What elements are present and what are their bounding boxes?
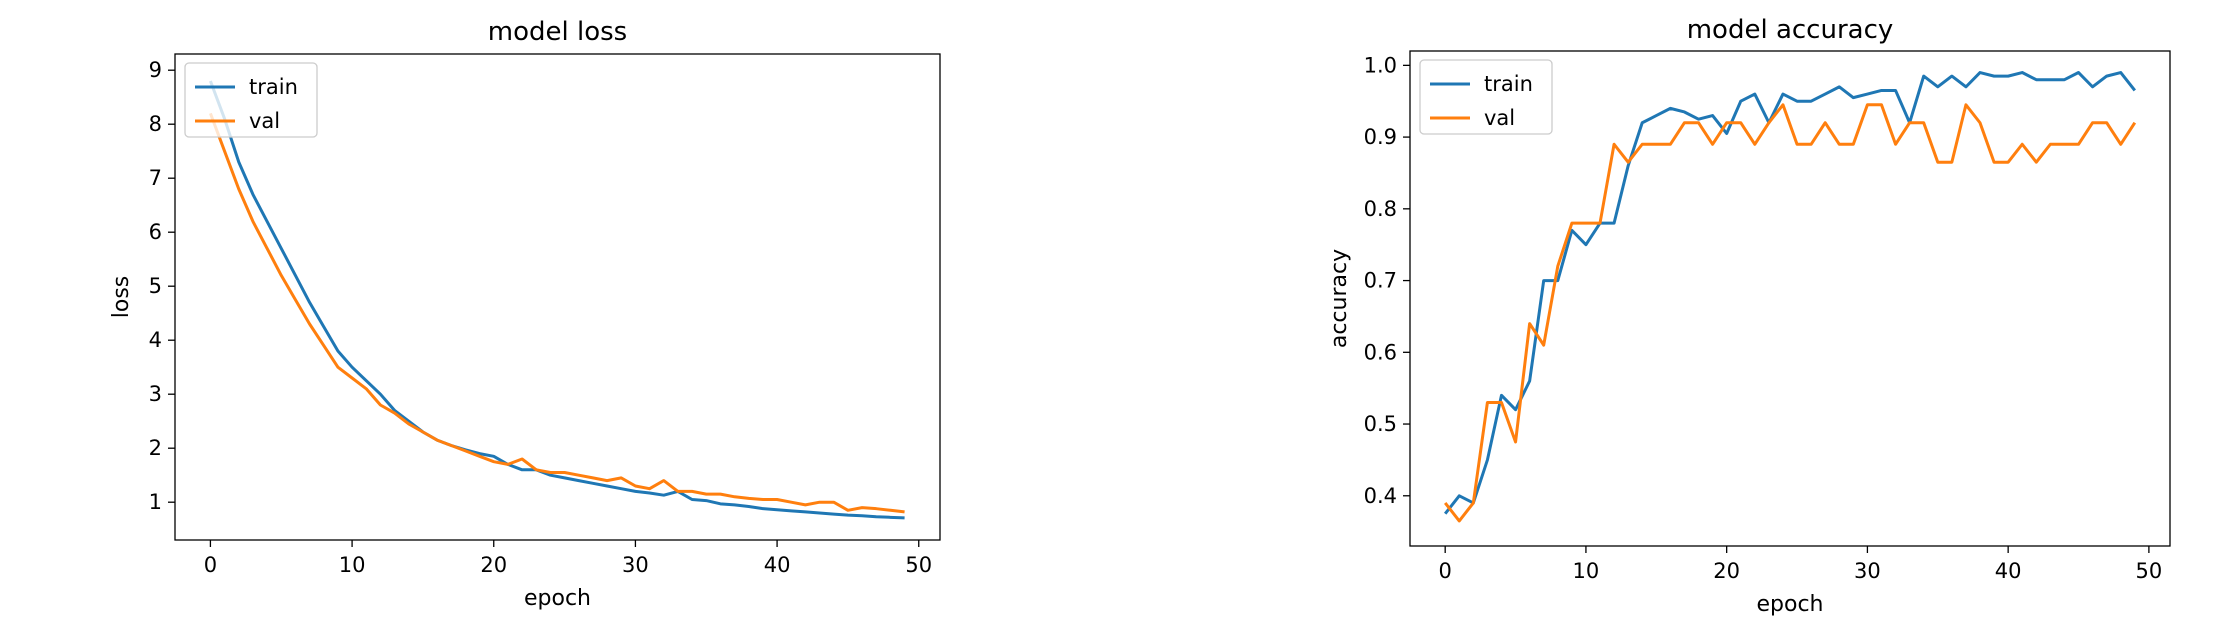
chart-title: model loss: [488, 17, 627, 47]
x-tick-label: 20: [480, 553, 507, 577]
x-tick-label: 40: [1995, 559, 2022, 583]
y-tick-label: 3: [149, 382, 162, 406]
series-line-train: [209, 80, 905, 520]
series-line-train: [1444, 71, 2136, 515]
y-tick-label: 0.5: [1364, 412, 1397, 436]
y-tick-label: 4: [149, 328, 162, 352]
y-axis-label: loss: [109, 276, 134, 319]
x-axis-label: epoch: [524, 586, 591, 611]
y-axis-label: accuracy: [1327, 249, 1352, 348]
y-tick-label: 6: [149, 220, 162, 244]
y-tick-label: 1.0: [1364, 53, 1397, 77]
legend-box: [1419, 59, 1553, 135]
legend: train val: [184, 62, 318, 138]
series-line-val: [209, 112, 905, 514]
x-tick-label: 40: [764, 553, 791, 577]
y-tick-label: 5: [149, 274, 162, 298]
y-tick-label: 0.8: [1364, 197, 1397, 221]
legend-label-val: val: [249, 109, 280, 133]
legend-label-train: train: [1484, 72, 1533, 96]
y-tick-label: 1: [149, 490, 162, 514]
x-tick-label: 20: [1713, 559, 1740, 583]
y-tick-label: 0.4: [1364, 484, 1397, 508]
axes-frame: [174, 53, 941, 541]
legend-box: [184, 62, 318, 138]
x-tick-label: 50: [2136, 559, 2163, 583]
legend-label-val: val: [1484, 106, 1515, 130]
x-tick-label: 0: [1438, 559, 1451, 583]
legend-label-train: train: [249, 75, 298, 99]
loss-chart: model loss 0 10 20 30 40 50 1 2 3 4 5 6 7 8 9 epoch loss t…: [109, 17, 941, 611]
legend: train val: [1419, 59, 1553, 135]
chart-title: model accuracy: [1687, 15, 1894, 45]
y-tick-label: 2: [149, 436, 162, 460]
y-tick-label: 7: [149, 166, 162, 190]
y-tick-label: 0.7: [1364, 269, 1397, 293]
y-tick-label: 9: [149, 58, 162, 82]
x-tick-label: 30: [622, 553, 649, 577]
y-tick-label: 0.9: [1364, 125, 1397, 149]
x-tick-label: 50: [905, 553, 932, 577]
axes-frame: [1409, 50, 2171, 547]
accuracy-chart: model accuracy 0 10 20 30 40 50 0.4 0.5 0.6 0.7 0.8…: [1327, 15, 2171, 617]
series-line-val: [1444, 103, 2137, 523]
x-tick-label: 10: [339, 553, 366, 577]
x-tick-label: 0: [204, 553, 217, 577]
y-tick-label: 8: [149, 112, 162, 136]
y-tick-label: 0.6: [1364, 340, 1397, 364]
x-tick-label: 30: [1854, 559, 1881, 583]
x-axis-label: epoch: [1757, 592, 1824, 617]
x-tick-label: 10: [1573, 559, 1600, 583]
